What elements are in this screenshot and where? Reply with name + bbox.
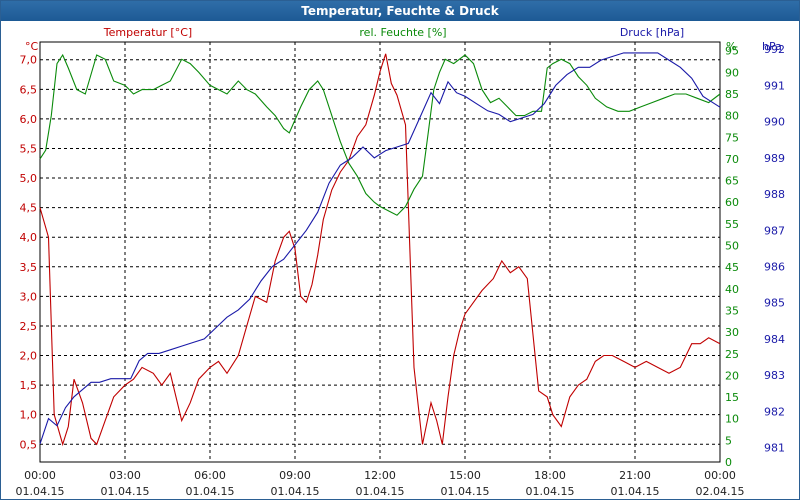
legend-temp: Temperatur [°C] [103,26,192,39]
x-tick-date: 01.04.15 [101,485,150,498]
chart-title: Temperatur, Feuchte & Druck [1,1,799,21]
x-tick-time: 09:00 [279,469,311,482]
y-tick-hum: 85 [725,88,739,101]
x-tick-date: 01.04.15 [526,485,575,498]
y-tick-temp: 6,0 [20,113,38,126]
y-tick-pres: 991 [764,79,785,92]
y-tick-hum: 40 [725,283,739,296]
y-tick-hum: 30 [725,326,739,339]
y-tick-hum: 45 [725,261,739,274]
y-tick-pres: 992 [764,43,785,56]
x-tick-time: 15:00 [449,469,481,482]
x-tick-time: 12:00 [364,469,396,482]
y-tick-hum: 80 [725,110,739,123]
y-tick-temp: 2,0 [20,350,38,363]
series-line-pres [39,52,721,445]
y-tick-hum: 5 [725,434,732,447]
y-tick-temp: 2,5 [20,320,38,333]
series-line-temp [39,53,721,447]
x-tick-time: 00:00 [24,469,56,482]
x-tick-time: 03:00 [109,469,141,482]
pres-unit-label: hPa [762,40,782,53]
series-group [39,52,721,447]
series-line-hum [39,53,721,216]
y-tick-pres: 988 [764,188,785,201]
x-tick-time: 06:00 [194,469,226,482]
y-tick-hum: 75 [725,131,739,144]
y-tick-temp: 4,0 [20,231,38,244]
y-tick-temp: 3,5 [20,261,38,274]
hum-unit-label: % [726,40,736,53]
x-tick-time: 00:00 [704,469,736,482]
legend-pres: Druck [hPa] [620,26,684,39]
y-tick-hum: 70 [725,153,739,166]
y-tick-hum: 65 [725,175,739,188]
y-tick-hum: 50 [725,240,739,253]
y-tick-temp: 1,0 [20,409,38,422]
x-tick-date: 01.04.15 [611,485,660,498]
y-tick-temp: 3,0 [20,290,38,303]
y-tick-hum: 25 [725,348,739,361]
y-tick-pres: 982 [764,405,785,418]
y-tick-temp: 5,0 [20,172,38,185]
x-tick-date: 01.04.15 [16,485,65,498]
x-tick-date: 01.04.15 [186,485,235,498]
y-tick-temp: 6,5 [20,83,38,96]
y-tick-hum: 90 [725,66,739,79]
y-tick-pres: 987 [764,224,785,237]
y-tick-temp: 0,5 [20,438,38,451]
y-tick-temp: 4,5 [20,202,38,215]
y-tick-temp: 7,0 [20,54,38,67]
temp-unit-label: °C [25,40,39,53]
y-tick-pres: 986 [764,260,785,273]
legend-hum: rel. Feuchte [%] [359,26,446,39]
y-tick-pres: 990 [764,116,785,129]
x-tick-time: 21:00 [619,469,651,482]
y-tick-pres: 984 [764,333,785,346]
y-tick-hum: 10 [725,413,739,426]
y-tick-temp: 1,5 [20,379,38,392]
y-tick-hum: 35 [725,304,739,317]
y-tick-hum: 0 [725,456,732,469]
y-tick-pres: 989 [764,152,785,165]
y-tick-hum: 95 [725,45,739,58]
y-tick-hum: 55 [725,218,739,231]
x-tick-date: 01.04.15 [271,485,320,498]
x-tick-date: 01.04.15 [356,485,405,498]
y-tick-temp: 5,5 [20,142,38,155]
y-tick-pres: 983 [764,369,785,382]
y-tick-pres: 981 [764,442,785,455]
y-tick-hum: 60 [725,196,739,209]
axis-ticks: 00:00 01.04.15 03:00 01.04.15 06:00 01.04.15 0… [16,43,785,498]
y-tick-pres: 985 [764,297,785,310]
x-tick-date: 02.04.15 [696,485,745,498]
y-tick-hum: 15 [725,391,739,404]
x-tick-date: 01.04.15 [441,485,490,498]
y-tick-hum: 20 [725,369,739,382]
x-tick-time: 18:00 [534,469,566,482]
